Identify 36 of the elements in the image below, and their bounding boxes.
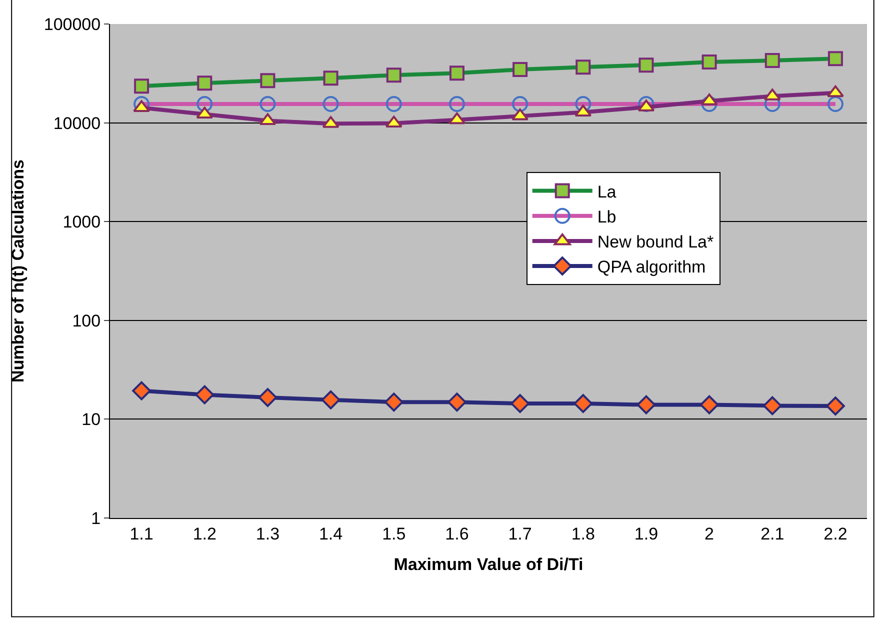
point — [510, 394, 530, 413]
x-tick-label: 1.1 — [130, 524, 154, 544]
x-tick-label: 1.9 — [634, 524, 658, 544]
x-tick-label: 1.2 — [192, 524, 216, 544]
y-tick-label: 1 — [91, 508, 101, 528]
x-tick-label: 2 — [704, 524, 714, 544]
point — [636, 395, 656, 414]
y-tick-label: 100000 — [44, 14, 101, 34]
point — [384, 392, 404, 412]
point — [321, 390, 340, 410]
y-tick-label: 10000 — [53, 114, 101, 133]
x-tick-label: 1.3 — [256, 524, 280, 544]
legend-label: New bound La* — [597, 232, 714, 252]
legend-label: Lb — [597, 207, 616, 226]
point — [700, 395, 719, 414]
point — [826, 396, 845, 416]
point — [195, 385, 214, 404]
point — [574, 394, 593, 413]
x-axis-title: Maximum Value of Di/Ti — [394, 554, 584, 574]
point — [762, 396, 782, 416]
x-tick-label: 1.6 — [445, 524, 469, 544]
legend-label: La — [597, 182, 617, 202]
y-axis-title: Number of h(t) Calculations — [8, 160, 28, 382]
x-tick-label: 1.8 — [571, 524, 595, 544]
point — [258, 388, 278, 407]
point — [132, 381, 151, 400]
legend-label: QPA algorithm — [597, 258, 706, 277]
x-tick-label: 1.4 — [318, 524, 343, 544]
point — [448, 392, 466, 412]
x-tick-label: 1.7 — [508, 524, 532, 544]
x-tick-label: 2.1 — [760, 524, 784, 544]
y-tick-label: 10 — [82, 410, 101, 430]
x-tick-label: 1.5 — [382, 524, 406, 544]
y-tick-label: 1000 — [62, 212, 101, 232]
y-tick-label: 100 — [72, 311, 101, 330]
x-tick-label: 2.2 — [824, 524, 848, 544]
